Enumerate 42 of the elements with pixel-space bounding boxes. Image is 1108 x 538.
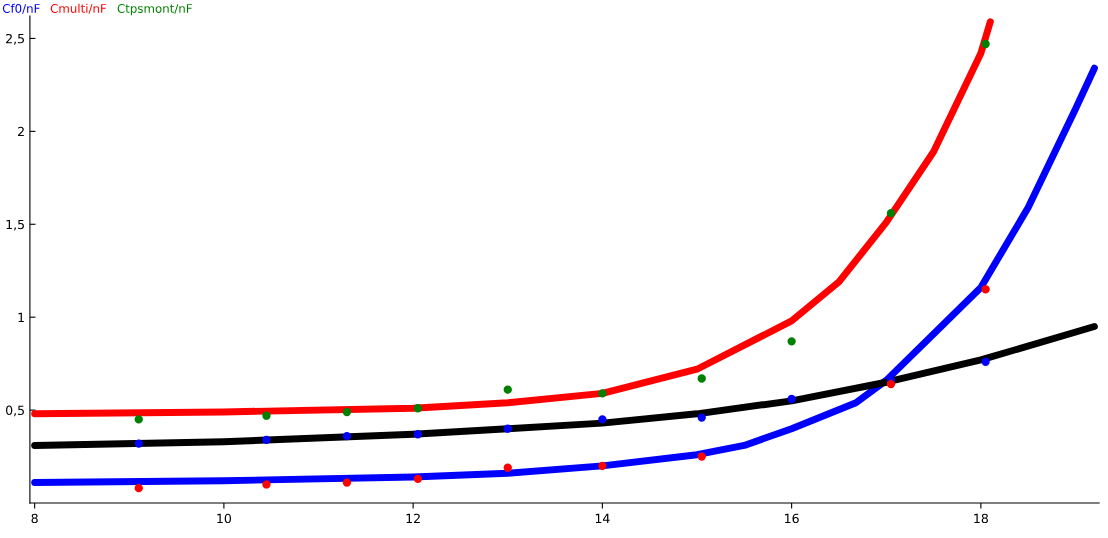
x-tick-label: 12	[406, 513, 420, 523]
point	[981, 357, 990, 366]
x-tick-label: 14	[595, 513, 610, 523]
y-tick-label: 2,5	[6, 33, 24, 45]
point	[598, 415, 607, 424]
point	[598, 461, 607, 471]
point	[697, 374, 706, 383]
point	[503, 463, 512, 472]
point	[262, 480, 271, 489]
point	[503, 424, 512, 433]
point	[886, 208, 896, 218]
x-tick-label: 16	[785, 513, 799, 524]
y-tick-label: 0,5	[6, 405, 24, 417]
point	[787, 394, 796, 404]
text: Cf0/nF	[2, 3, 40, 14]
point	[413, 430, 423, 439]
point	[503, 385, 512, 394]
point	[134, 415, 143, 424]
point	[413, 404, 423, 413]
point	[981, 39, 990, 49]
x-tick-label: 8	[31, 513, 38, 524]
point	[134, 439, 143, 448]
y-tick-label: 1	[18, 312, 24, 322]
point	[413, 474, 423, 484]
point	[262, 411, 271, 420]
x-tick-label: 10	[217, 513, 232, 524]
point	[342, 478, 352, 487]
point	[598, 389, 607, 398]
point	[262, 435, 271, 445]
y-tick-label: 2	[18, 126, 24, 137]
text: Cmulti/nF	[50, 3, 107, 14]
point	[342, 407, 352, 417]
point	[342, 431, 352, 441]
point	[886, 379, 896, 389]
y-tick-label: 1,5	[6, 219, 24, 231]
point	[134, 483, 143, 493]
point	[697, 413, 706, 422]
x-tick-label: 18	[974, 513, 988, 524]
point	[787, 337, 796, 346]
point	[981, 285, 990, 294]
point	[697, 452, 706, 461]
text: Ctpsmont/nF	[117, 3, 192, 16]
